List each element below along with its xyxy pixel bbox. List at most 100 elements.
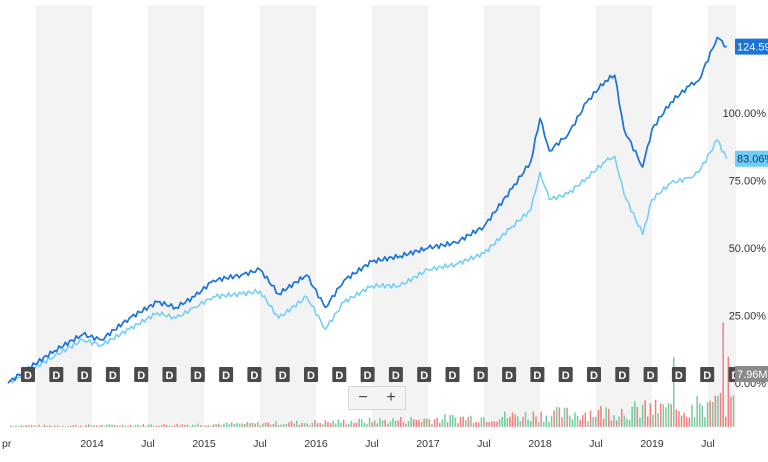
volume-bar [452, 414, 454, 427]
volume-bar [574, 412, 576, 427]
period-band [596, 5, 652, 425]
dividend-marker[interactable]: D [417, 367, 432, 382]
volume-bar [306, 423, 308, 427]
last-value-badge [735, 150, 768, 167]
volume-bar [17, 426, 20, 427]
volume-bar [311, 422, 314, 427]
volume-bar [725, 416, 727, 427]
dividend-marker[interactable]: D [445, 367, 460, 382]
volume-bar [712, 401, 714, 427]
dividend-marker[interactable]: D [332, 367, 347, 382]
volume-bar [298, 424, 301, 427]
volume-bar [576, 415, 579, 427]
volume-bar [275, 421, 277, 427]
svg-text:D: D [562, 370, 570, 382]
volume-bar [537, 422, 540, 427]
volume-bar [519, 421, 522, 427]
series-line [7, 139, 728, 384]
volume-bar [189, 425, 191, 427]
dividend-marker[interactable]: D [190, 367, 205, 382]
volume-bar [566, 407, 568, 427]
dividend-marker[interactable]: D [219, 367, 234, 382]
dividend-marker[interactable]: D [615, 367, 630, 382]
volume-bar [472, 423, 475, 427]
volume-bar [88, 424, 90, 427]
dividend-marker[interactable]: D [49, 367, 64, 382]
dividend-marker[interactable]: D [530, 367, 545, 382]
volume-bar [345, 424, 347, 427]
svg-text:D: D [137, 370, 145, 382]
volume-bar [722, 322, 724, 427]
dividend-marker[interactable]: D [162, 367, 177, 382]
dividend-marker[interactable]: D [388, 367, 403, 382]
dividend-marker[interactable]: D [473, 367, 488, 382]
volume-bar [639, 417, 641, 427]
volume-bar [615, 420, 618, 427]
dividend-marker[interactable]: D [247, 367, 262, 382]
dividend-marker[interactable]: D [275, 367, 290, 382]
dividend-marker[interactable]: D [21, 367, 35, 382]
volume-bar [101, 424, 103, 427]
zoom-in-button[interactable]: + [386, 389, 396, 406]
volume-bar [238, 423, 241, 427]
volume-bar [12, 426, 15, 427]
y-tick-label: 75.00% [729, 176, 767, 188]
volume-bar [517, 416, 519, 427]
volume-bar [368, 417, 371, 427]
dividend-marker[interactable]: D [360, 367, 375, 382]
volume-bar [56, 425, 59, 427]
volume-bar [181, 424, 184, 427]
dividend-marker[interactable]: D [700, 367, 715, 382]
svg-text:D: D [279, 370, 287, 382]
svg-text:D: D [590, 370, 598, 382]
volume-bar [361, 419, 363, 427]
volume-bar [433, 419, 436, 427]
volume-bar [483, 416, 485, 427]
series-line [7, 36, 727, 384]
volume-bar [95, 425, 98, 427]
dividend-marker[interactable]: D [502, 367, 517, 382]
dividend-marker[interactable]: D [304, 367, 318, 382]
y-tick-label: 25.00% [729, 311, 767, 323]
volume-bar [249, 423, 251, 427]
volume-bar [699, 403, 701, 427]
volume-bar [51, 426, 54, 427]
dividend-marker[interactable]: D [587, 367, 601, 382]
volume-bar [522, 416, 524, 427]
volume-bar [662, 404, 665, 427]
dividend-marker[interactable]: D [671, 367, 686, 382]
volume-bar [184, 424, 186, 427]
last-value-badge [735, 38, 768, 55]
dividend-marker[interactable]: D [77, 367, 92, 382]
volume-bar [394, 420, 397, 427]
svg-text:D: D [449, 370, 457, 382]
volume-bar [563, 407, 566, 427]
volume-bar [129, 424, 132, 427]
volume-bar [316, 422, 319, 427]
dividend-marker[interactable]: D [643, 367, 658, 382]
volume-bar [179, 425, 181, 427]
dividend-marker[interactable]: D [105, 367, 120, 382]
x-tick-label: 2015 [192, 438, 216, 450]
volume-bar [436, 417, 438, 427]
zoom-out-button[interactable]: − [358, 389, 368, 406]
volume-bar [595, 416, 597, 427]
dividend-marker[interactable]: D [134, 367, 149, 382]
volume-bar [400, 416, 402, 427]
volume-bar [589, 410, 592, 427]
volume-bar [405, 423, 407, 427]
volume-bar [270, 424, 272, 427]
volume-bar [244, 423, 246, 427]
volume-bar [535, 416, 537, 427]
volume-bar [41, 426, 43, 427]
x-tick-label: 2017 [416, 438, 440, 450]
volume-bar [636, 406, 639, 427]
dividend-marker[interactable]: D [558, 367, 573, 382]
volume-bar [20, 425, 22, 427]
volume-bar [506, 418, 509, 427]
volume-bar [127, 426, 129, 427]
volume-bar [340, 422, 342, 427]
volume-bar [491, 421, 493, 427]
volume-bar [272, 424, 275, 427]
